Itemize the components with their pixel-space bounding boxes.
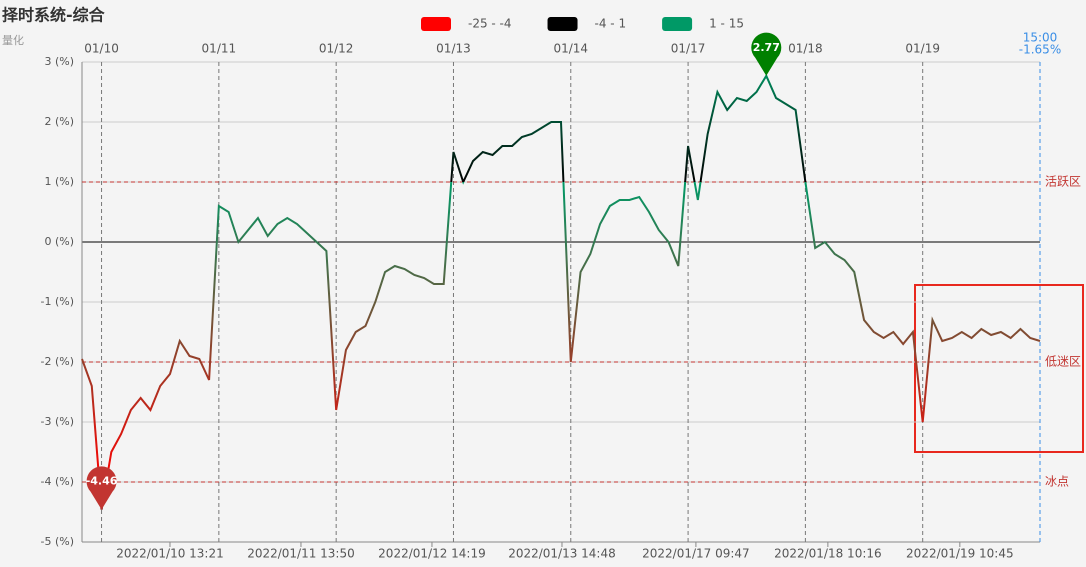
now-change: -1.65% bbox=[1019, 43, 1061, 57]
y-tick-label: -4 (%) bbox=[41, 475, 75, 488]
now-time: 15:00 bbox=[1023, 31, 1058, 45]
y-tick-label: -2 (%) bbox=[41, 355, 75, 368]
x-tick-label: 01/13 bbox=[436, 42, 471, 56]
mark-line-label: 低迷区 bbox=[1045, 355, 1081, 369]
y-axis-label: 量化 bbox=[2, 33, 24, 47]
x-tick-label: 2022/01/12 14:19 bbox=[378, 547, 486, 561]
y-tick-label: 2 (%) bbox=[44, 115, 74, 128]
x-tick-label: 2022/01/17 09:47 bbox=[642, 547, 750, 561]
x-tick-label: 01/18 bbox=[788, 42, 823, 56]
pin bbox=[751, 32, 782, 76]
pin-label: 2.77 bbox=[753, 41, 780, 54]
x-tick-label: 01/19 bbox=[905, 42, 940, 56]
legend-swatch[interactable] bbox=[421, 17, 451, 31]
x-tick-label: 01/12 bbox=[319, 42, 354, 56]
x-tick-label: 2022/01/19 10:45 bbox=[906, 547, 1014, 561]
x-tick-label: 01/17 bbox=[671, 42, 706, 56]
x-tick-label: 01/14 bbox=[553, 42, 588, 56]
y-tick-label: -3 (%) bbox=[41, 415, 75, 428]
pin-label: -4.46 bbox=[86, 475, 118, 488]
x-tick-label: 2022/01/13 14:48 bbox=[508, 547, 616, 561]
y-tick-label: -5 (%) bbox=[41, 535, 75, 548]
x-tick-label: 01/10 bbox=[84, 42, 119, 56]
y-tick-label: 3 (%) bbox=[44, 55, 74, 68]
legend-label[interactable]: -4 - 1 bbox=[595, 17, 627, 31]
x-tick-label: 2022/01/11 13:50 bbox=[247, 547, 355, 561]
y-tick-label: -1 (%) bbox=[41, 295, 75, 308]
mark-line-label: 活跃区 bbox=[1045, 175, 1081, 189]
x-tick-label: 2022/01/10 13:21 bbox=[116, 547, 224, 561]
legend-swatch[interactable] bbox=[662, 17, 693, 31]
y-tick-label: 1 (%) bbox=[44, 175, 74, 188]
legend-swatch[interactable] bbox=[547, 17, 578, 31]
highlight-box bbox=[914, 284, 1084, 453]
chart-title: 择时系统-综合 bbox=[2, 6, 106, 25]
y-tick-label: 0 (%) bbox=[44, 235, 74, 248]
series-line bbox=[81, 73, 1041, 510]
x-tick-label: 2022/01/18 10:16 bbox=[774, 547, 882, 561]
mark-line-label: 冰点 bbox=[1045, 475, 1069, 489]
legend-label[interactable]: 1 - 15 bbox=[709, 17, 744, 31]
legend-label[interactable]: -25 - -4 bbox=[468, 17, 512, 31]
pin bbox=[86, 466, 117, 510]
x-tick-label: 01/11 bbox=[202, 42, 237, 56]
